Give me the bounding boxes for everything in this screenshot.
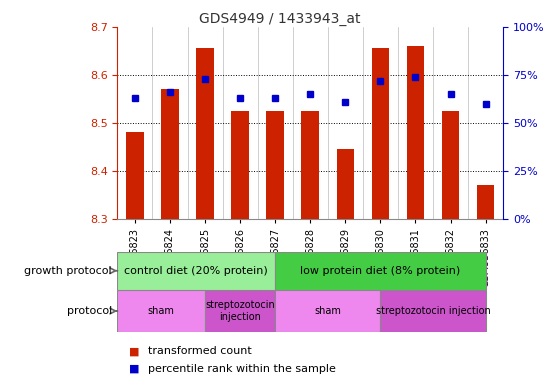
Text: streptozotocin
injection: streptozotocin injection	[205, 300, 275, 322]
Bar	[161, 89, 179, 219]
Text: protocol: protocol	[67, 306, 112, 316]
Bar	[301, 111, 319, 219]
Bar	[117, 252, 275, 290]
Text: streptozotocin injection: streptozotocin injection	[376, 306, 490, 316]
Bar	[126, 132, 144, 219]
Text: control diet (20% protein): control diet (20% protein)	[125, 266, 268, 276]
Text: percentile rank within the sample: percentile rank within the sample	[148, 364, 336, 374]
Text: sham: sham	[148, 306, 174, 316]
Bar	[337, 149, 354, 219]
Text: low protein diet (8% protein): low protein diet (8% protein)	[300, 266, 461, 276]
Bar	[205, 290, 275, 332]
Text: transformed count: transformed count	[148, 346, 252, 356]
Bar	[380, 290, 486, 332]
Bar	[117, 290, 205, 332]
Text: sham: sham	[314, 306, 341, 316]
Bar	[275, 252, 486, 290]
Bar	[231, 111, 249, 219]
Text: ■: ■	[129, 364, 139, 374]
Bar	[442, 111, 459, 219]
Text: ■: ■	[129, 346, 139, 356]
Bar	[275, 290, 380, 332]
Text: GDS4949 / 1433943_at: GDS4949 / 1433943_at	[199, 12, 360, 25]
Bar	[372, 48, 389, 219]
Text: growth protocol: growth protocol	[24, 266, 112, 276]
Bar	[196, 48, 214, 219]
Bar	[407, 46, 424, 219]
Bar	[267, 111, 284, 219]
Bar	[477, 185, 494, 219]
